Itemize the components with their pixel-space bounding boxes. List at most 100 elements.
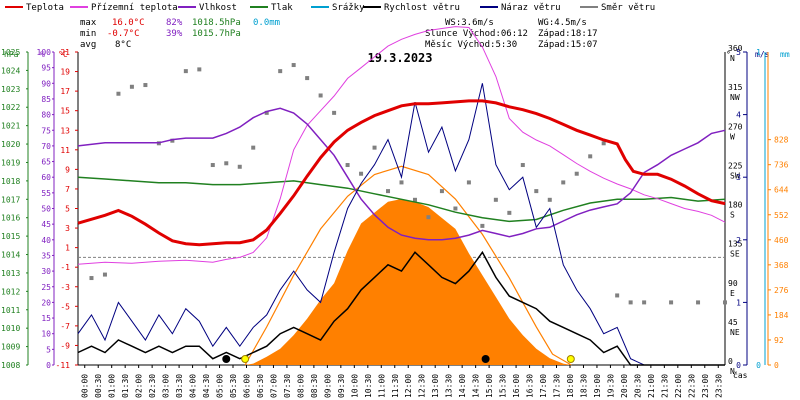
- x-tick-label: 00:00: [81, 374, 90, 398]
- pressure-tick-label: 1012: [1, 287, 20, 296]
- chart-date: 19.3.2023: [367, 51, 432, 65]
- direction-tick-label: 0: [728, 357, 733, 366]
- unit-deg: °: [726, 50, 731, 59]
- x-tick-label: 06:30: [256, 374, 265, 398]
- pressure-tick-label: 1009: [1, 343, 20, 352]
- x-tick-label: 09:30: [337, 374, 346, 398]
- wind-direction-point: [237, 164, 242, 169]
- x-tick-label: 07:00: [269, 374, 278, 398]
- wind-direction-point: [520, 163, 525, 168]
- wind-direction-point: [439, 189, 444, 194]
- pressure-tick-label: 1014: [1, 251, 20, 260]
- wind-direction-point: [561, 180, 566, 185]
- ground-temp-line: [77, 26, 726, 265]
- unit-mm: mm: [780, 50, 790, 59]
- sunset-marker: [566, 355, 575, 363]
- x-tick-label: 07:30: [283, 374, 292, 398]
- wind-direction-point: [547, 197, 552, 202]
- humidity-tick-label: 0: [46, 361, 51, 370]
- wind-direction-point: [466, 180, 471, 185]
- stat-max-press: 1018.5hPa: [192, 18, 241, 28]
- unit-degc: °C: [58, 50, 68, 59]
- solar-tick-label: 552: [774, 211, 789, 220]
- humidity-tick-label: 35: [41, 251, 51, 260]
- direction-letter-label: NW: [730, 93, 740, 102]
- solar-tick-label: 184: [774, 311, 789, 320]
- x-tick-label: 22:00: [674, 374, 683, 398]
- direction-tick-label: 90: [728, 279, 738, 288]
- x-tick-label: 05:00: [216, 374, 225, 398]
- humidity-tick-label: 100: [37, 48, 52, 57]
- wind-direction-point: [426, 215, 431, 220]
- x-tick-label: 08:30: [310, 374, 319, 398]
- humidity-tick-label: 30: [41, 267, 51, 276]
- temp-tick-label: -11: [56, 361, 71, 370]
- wind-direction-point: [102, 272, 107, 277]
- temp-tick-label: 3: [65, 224, 70, 233]
- direction-letter-label: N: [730, 367, 735, 376]
- temp-tick-label: 13: [60, 126, 70, 135]
- pressure-tick-label: 1020: [1, 140, 20, 149]
- x-tick-label: 13:00: [431, 374, 440, 398]
- wind-direction-point: [372, 145, 377, 150]
- wind-gust-line: [77, 83, 725, 366]
- wind-direction-point: [318, 93, 323, 98]
- humidity-tick-label: 20: [41, 298, 51, 307]
- wind-direction-point: [143, 83, 148, 88]
- x-tick-label: 12:30: [418, 374, 427, 398]
- unit-time: čas: [733, 370, 748, 380]
- solar-tick-label: 368: [774, 261, 789, 270]
- legend: Teplota Přízemní teplota Vlhkost Tlak Srážky…: [5, 3, 655, 13]
- solar-radiation-area: [245, 199, 572, 365]
- wind-direction-point: [628, 300, 633, 305]
- temp-tick-label: 15: [60, 107, 70, 116]
- wind-tick-label: 5: [736, 48, 741, 57]
- wind-direction-point: [210, 163, 215, 168]
- direction-letter-label: S: [730, 211, 735, 220]
- x-tick-label: 18:30: [579, 374, 588, 398]
- temp-tick-label: 19: [60, 68, 70, 77]
- humidity-tick-label: 85: [41, 95, 51, 104]
- legend-label: Srážky: [332, 3, 365, 13]
- x-tick-label: 03:00: [162, 374, 171, 398]
- wind-tick-label: 4: [736, 111, 741, 120]
- direction-letter-label: E: [730, 289, 735, 298]
- legend-label: Rychlost větru: [384, 3, 460, 13]
- direction-letter-label: NE: [730, 328, 740, 337]
- wind-direction-point: [386, 189, 391, 194]
- unit-ms: m/s: [755, 50, 770, 59]
- x-tick-label: 17:00: [539, 374, 548, 398]
- x-tick-label: 20:30: [633, 374, 642, 398]
- wind-direction-point: [453, 206, 458, 211]
- wind-direction-point: [574, 171, 579, 176]
- direction-tick-label: 315: [728, 83, 743, 92]
- x-tick-label: 02:00: [135, 374, 144, 398]
- x-tick-label: 08:00: [296, 374, 305, 398]
- pressure-tick-label: 1022: [1, 103, 20, 112]
- solar-tick-label: 276: [774, 286, 789, 295]
- moonrise-marker: [222, 355, 231, 363]
- sunrise-marker: [241, 355, 250, 363]
- x-tick-label: 16:30: [526, 374, 535, 398]
- humidity-tick-label: 5: [46, 345, 51, 354]
- temp-tick-label: 17: [60, 87, 70, 96]
- direction-letter-label: W: [730, 132, 735, 141]
- pressure-tick-label: 1011: [1, 306, 20, 315]
- x-tick-label: 13:30: [445, 374, 454, 398]
- wind-direction-point: [89, 276, 94, 281]
- legend-label: Teplota: [26, 3, 64, 13]
- humidity-tick-label: 15: [41, 314, 51, 323]
- legend-label: Směr větru: [601, 3, 655, 13]
- x-tick-label: 19:30: [606, 374, 615, 398]
- wind-direction-point: [480, 223, 485, 228]
- x-tick-label: 22:30: [687, 374, 696, 398]
- humidity-tick-label: 55: [41, 189, 51, 198]
- pressure-tick-label: 1019: [1, 158, 20, 167]
- humidity-tick-label: 10: [41, 330, 51, 339]
- pressure-tick-label: 1013: [1, 269, 20, 278]
- solar-tick-label: 92: [774, 336, 784, 345]
- direction-letter-label: SW: [730, 171, 740, 180]
- humidity-tick-label: 75: [41, 126, 51, 135]
- temp-tick-label: -5: [60, 302, 70, 311]
